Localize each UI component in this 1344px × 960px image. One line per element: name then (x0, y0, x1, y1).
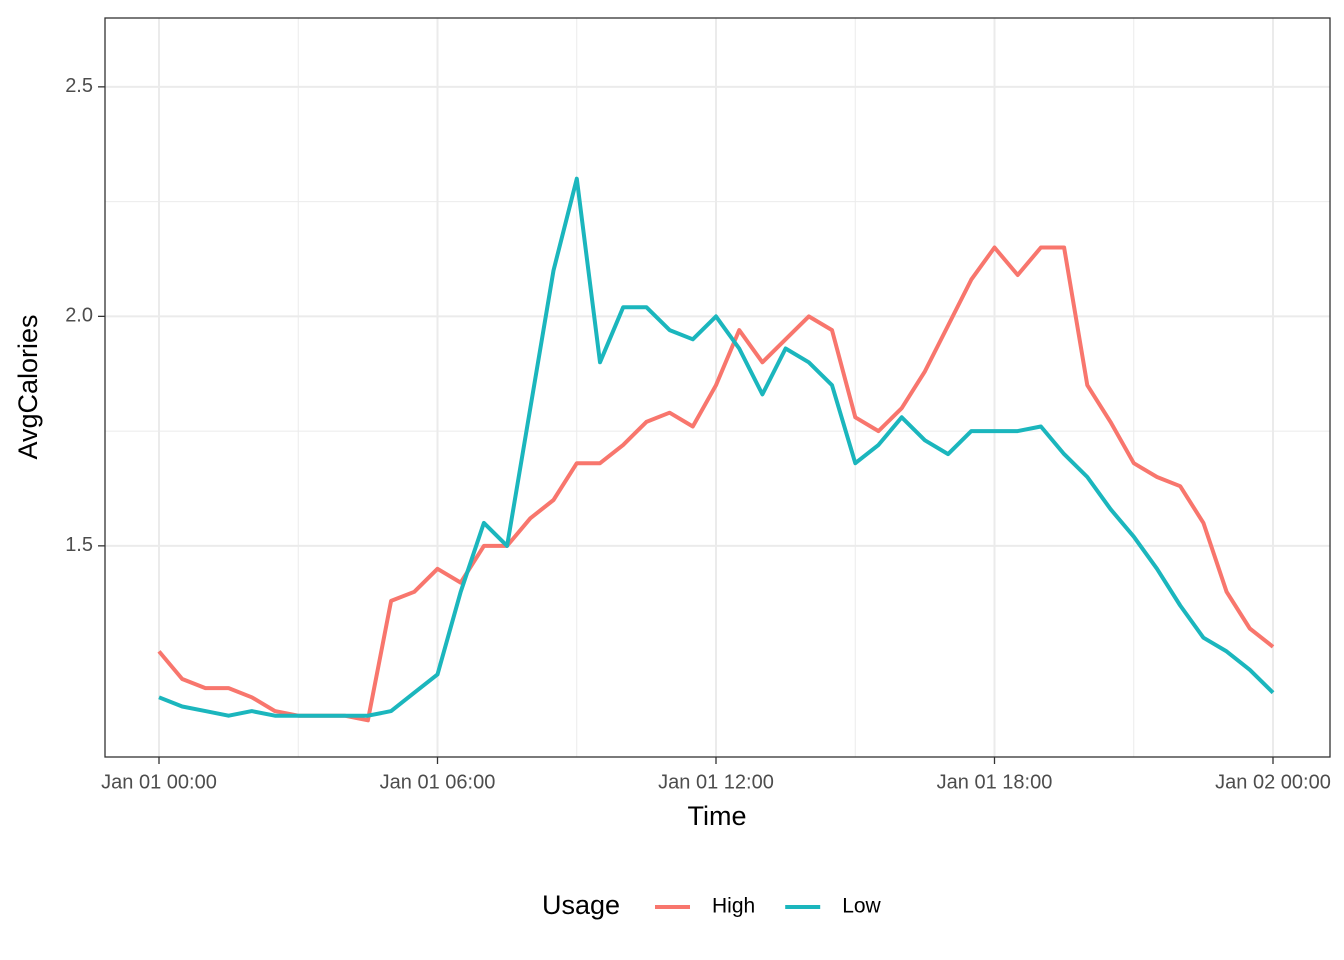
panel-border (104, 17, 1331, 758)
y-tick-label: 1.5 (65, 534, 93, 556)
legend-label: Low (842, 895, 881, 918)
y-axis-title: AvgCalories (13, 314, 43, 459)
x-tick-label: Jan 01 06:00 (380, 771, 496, 793)
x-tick-label: Jan 01 00:00 (101, 771, 217, 793)
legend-title: Usage (542, 890, 620, 920)
y-tick-label: 2.0 (65, 305, 93, 327)
panel-bg (105, 18, 1330, 757)
x-tick-label: Jan 02 00:00 (1215, 771, 1331, 793)
legend-label: High (712, 895, 755, 918)
x-axis-title: Time (688, 801, 747, 831)
x-tick-label: Jan 01 18:00 (937, 771, 1053, 793)
y-tick-label: 2.5 (65, 75, 93, 97)
x-tick-label: Jan 01 12:00 (658, 771, 774, 793)
line-series (158, 176, 1275, 718)
